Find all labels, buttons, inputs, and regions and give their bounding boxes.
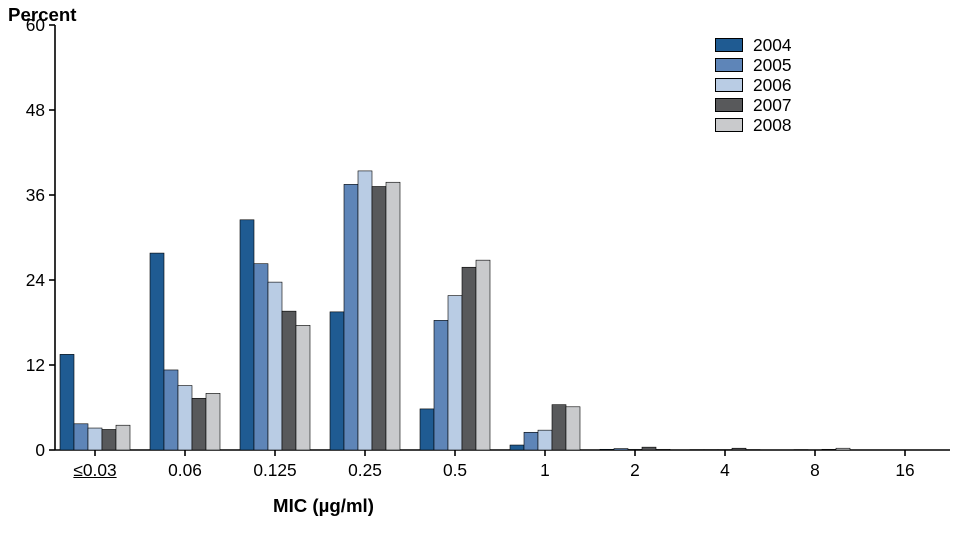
bar <box>296 325 310 450</box>
legend-item: 2006 <box>715 75 792 95</box>
x-axis-title: MIC (µg/ml) <box>55 495 592 517</box>
bar <box>462 267 476 450</box>
bar <box>240 220 254 450</box>
bar <box>386 182 400 450</box>
legend-item: 2004 <box>715 35 792 55</box>
bar <box>268 282 282 450</box>
legend-swatch <box>715 78 743 92</box>
legend-swatch <box>715 58 743 72</box>
legend-label: 2007 <box>753 95 792 116</box>
x-tick-label: 16 <box>865 460 945 481</box>
legend-item: 2005 <box>715 55 792 75</box>
bar <box>552 405 566 450</box>
bar <box>330 312 344 450</box>
x-tick-label: 0.125 <box>235 460 315 481</box>
y-tick-label: 60 <box>26 15 45 36</box>
y-tick-label: 48 <box>26 100 45 121</box>
bar <box>614 449 628 450</box>
bar <box>524 432 538 450</box>
bar <box>60 354 74 450</box>
x-tick-label: 0.25 <box>325 460 405 481</box>
bar <box>656 449 670 450</box>
bar <box>372 187 386 451</box>
bar <box>344 184 358 450</box>
x-tick-label: 4 <box>685 460 765 481</box>
y-tick-label: 12 <box>26 355 45 376</box>
legend-swatch <box>715 118 743 132</box>
legend-label: 2006 <box>753 75 792 96</box>
x-tick-label: ≤0.03 <box>55 460 135 481</box>
bar <box>600 449 614 450</box>
bar <box>206 393 220 450</box>
bar <box>628 449 642 450</box>
bar <box>510 445 524 450</box>
bar <box>420 409 434 450</box>
bar <box>192 398 206 450</box>
legend-label: 2008 <box>753 115 792 136</box>
bar <box>74 424 88 450</box>
x-tick-label: 8 <box>775 460 855 481</box>
bar <box>282 311 296 450</box>
legend-item: 2007 <box>715 95 792 115</box>
legend-label: 2005 <box>753 55 792 76</box>
bar <box>434 320 448 450</box>
x-tick-label: 2 <box>595 460 675 481</box>
bar <box>538 430 552 450</box>
y-tick-label: 24 <box>26 270 45 291</box>
bar <box>448 296 462 450</box>
bar <box>836 448 850 450</box>
x-tick-label: 0.5 <box>415 460 495 481</box>
legend-label: 2004 <box>753 35 792 56</box>
legend-swatch <box>715 38 743 52</box>
y-tick-label: 0 <box>35 440 45 461</box>
bar <box>476 260 490 450</box>
bar <box>642 447 656 450</box>
bar <box>178 386 192 450</box>
bar <box>150 253 164 450</box>
bar <box>254 264 268 450</box>
x-tick-label: 1 <box>505 460 585 481</box>
bar <box>566 407 580 450</box>
legend: 20042005200620072008 <box>715 35 792 135</box>
x-tick-label: 0.06 <box>145 460 225 481</box>
chart-container: Percent MIC (µg/ml) 20042005200620072008… <box>0 0 960 547</box>
y-tick-label: 36 <box>26 185 45 206</box>
legend-item: 2008 <box>715 115 792 135</box>
bar <box>88 428 102 450</box>
bar <box>102 429 116 450</box>
bar <box>358 171 372 450</box>
legend-swatch <box>715 98 743 112</box>
bar <box>822 449 836 450</box>
bar <box>164 370 178 450</box>
bar <box>116 425 130 450</box>
bar <box>732 448 746 450</box>
